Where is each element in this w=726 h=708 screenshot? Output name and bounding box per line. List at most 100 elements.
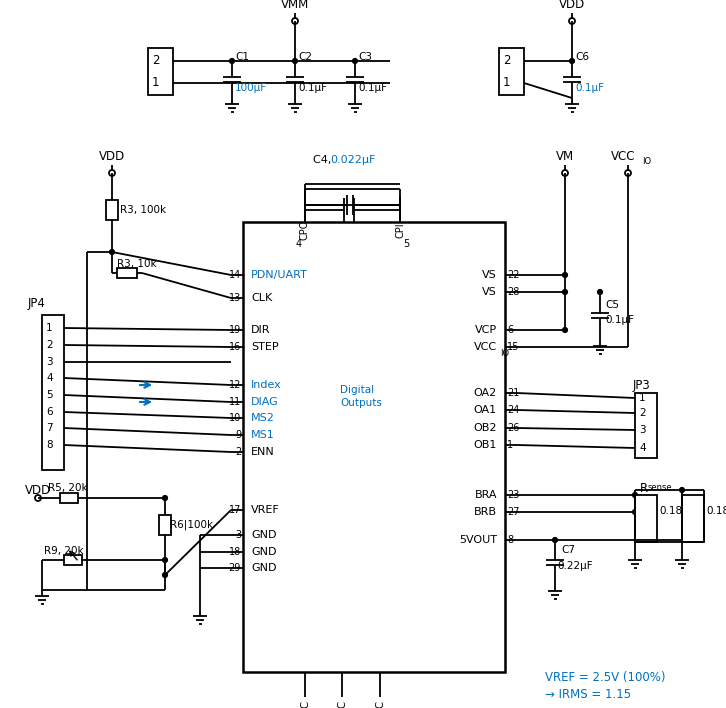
Circle shape <box>163 573 167 577</box>
Text: 27: 27 <box>507 507 520 517</box>
Text: R: R <box>640 481 648 494</box>
Text: 0.1µF: 0.1µF <box>575 83 604 93</box>
Text: PDN/UART: PDN/UART <box>251 270 308 280</box>
Text: 3: 3 <box>46 357 52 367</box>
Text: 1: 1 <box>46 323 52 333</box>
Circle shape <box>293 59 297 63</box>
Text: C4,: C4, <box>313 155 335 165</box>
Text: sense: sense <box>648 482 672 491</box>
Text: 8: 8 <box>507 535 513 545</box>
Text: MS2: MS2 <box>251 413 275 423</box>
Circle shape <box>163 496 167 500</box>
Circle shape <box>680 488 684 492</box>
Circle shape <box>570 59 574 63</box>
Circle shape <box>563 290 567 295</box>
Text: 2: 2 <box>503 55 510 67</box>
Text: 23: 23 <box>507 490 519 500</box>
Text: IO: IO <box>500 348 509 358</box>
Bar <box>635 393 657 458</box>
Text: 1: 1 <box>503 76 510 89</box>
Bar <box>106 200 118 220</box>
Text: NC: NC <box>300 700 310 708</box>
Text: CPO: CPO <box>300 219 310 240</box>
Text: 6: 6 <box>507 325 513 335</box>
Text: 5: 5 <box>403 239 409 249</box>
Text: IO: IO <box>642 157 651 166</box>
Text: 13: 13 <box>229 293 241 303</box>
Bar <box>64 555 82 565</box>
Circle shape <box>563 328 567 332</box>
Text: JP3: JP3 <box>633 379 650 392</box>
Text: OA2: OA2 <box>474 388 497 398</box>
Text: 0.1µF: 0.1µF <box>605 315 634 325</box>
Text: C3: C3 <box>358 52 372 62</box>
Text: OB1: OB1 <box>473 440 497 450</box>
Circle shape <box>230 59 234 63</box>
Text: C1: C1 <box>235 52 249 62</box>
Text: VS: VS <box>482 270 497 280</box>
Text: 0.18: 0.18 <box>659 506 682 516</box>
Text: DIAG: DIAG <box>251 397 279 407</box>
Circle shape <box>353 59 357 63</box>
Text: R5, 20k: R5, 20k <box>48 483 88 493</box>
Circle shape <box>563 273 567 278</box>
Text: 100µF: 100µF <box>235 83 267 93</box>
Text: VCC: VCC <box>474 342 497 352</box>
Text: 21: 21 <box>507 388 519 398</box>
Text: VDD: VDD <box>25 484 51 496</box>
Text: 29: 29 <box>229 563 241 573</box>
Text: GND: GND <box>251 547 277 557</box>
Text: 24: 24 <box>507 405 519 415</box>
Text: 1: 1 <box>639 393 645 403</box>
Text: CLK: CLK <box>251 293 272 303</box>
Text: VREF = 2.5V (100%): VREF = 2.5V (100%) <box>545 671 666 685</box>
Bar <box>148 48 173 95</box>
Text: 4: 4 <box>46 373 52 383</box>
Text: VDD: VDD <box>559 0 585 11</box>
Text: 22: 22 <box>507 270 520 280</box>
Text: 0.022μF: 0.022μF <box>330 155 375 165</box>
Text: NC: NC <box>337 700 347 708</box>
Text: ENN: ENN <box>251 447 274 457</box>
Text: 6: 6 <box>46 407 52 417</box>
Text: 2: 2 <box>234 447 241 457</box>
Circle shape <box>633 493 637 497</box>
Text: 1: 1 <box>507 440 513 450</box>
Text: VMM: VMM <box>281 0 309 11</box>
Text: 4: 4 <box>296 239 302 249</box>
Bar <box>499 48 524 95</box>
Text: GND: GND <box>251 563 277 573</box>
Text: 18: 18 <box>229 547 241 557</box>
Text: 14: 14 <box>229 270 241 280</box>
Text: 7: 7 <box>46 423 52 433</box>
Text: OA1: OA1 <box>474 405 497 415</box>
Text: VREF: VREF <box>251 505 280 515</box>
Text: Outputs: Outputs <box>340 398 382 408</box>
Text: C2: C2 <box>298 52 312 62</box>
Text: 2: 2 <box>46 340 52 350</box>
Circle shape <box>552 538 557 542</box>
Text: 9: 9 <box>235 430 241 440</box>
Text: BRA: BRA <box>475 490 497 500</box>
Text: OB2: OB2 <box>473 423 497 433</box>
Text: CPI: CPI <box>395 222 405 238</box>
Bar <box>42 315 64 470</box>
Text: R9, 20k: R9, 20k <box>44 546 83 556</box>
Text: 1: 1 <box>152 76 160 89</box>
Text: VDD: VDD <box>99 151 125 164</box>
Text: GND: GND <box>251 530 277 540</box>
Text: 8: 8 <box>46 440 52 450</box>
Text: R3, 10k: R3, 10k <box>117 259 157 269</box>
Text: Index: Index <box>251 380 282 390</box>
Circle shape <box>110 250 114 254</box>
Text: R6|100k: R6|100k <box>170 520 213 530</box>
Text: DIR: DIR <box>251 325 271 335</box>
Text: JP4: JP4 <box>28 297 46 309</box>
Text: 2: 2 <box>639 408 645 418</box>
Text: BRB: BRB <box>474 507 497 517</box>
Text: 0.1µF: 0.1µF <box>298 83 327 93</box>
Bar <box>60 493 78 503</box>
Text: 3: 3 <box>235 530 241 540</box>
Text: 10: 10 <box>229 413 241 423</box>
Text: STEP: STEP <box>251 342 279 352</box>
